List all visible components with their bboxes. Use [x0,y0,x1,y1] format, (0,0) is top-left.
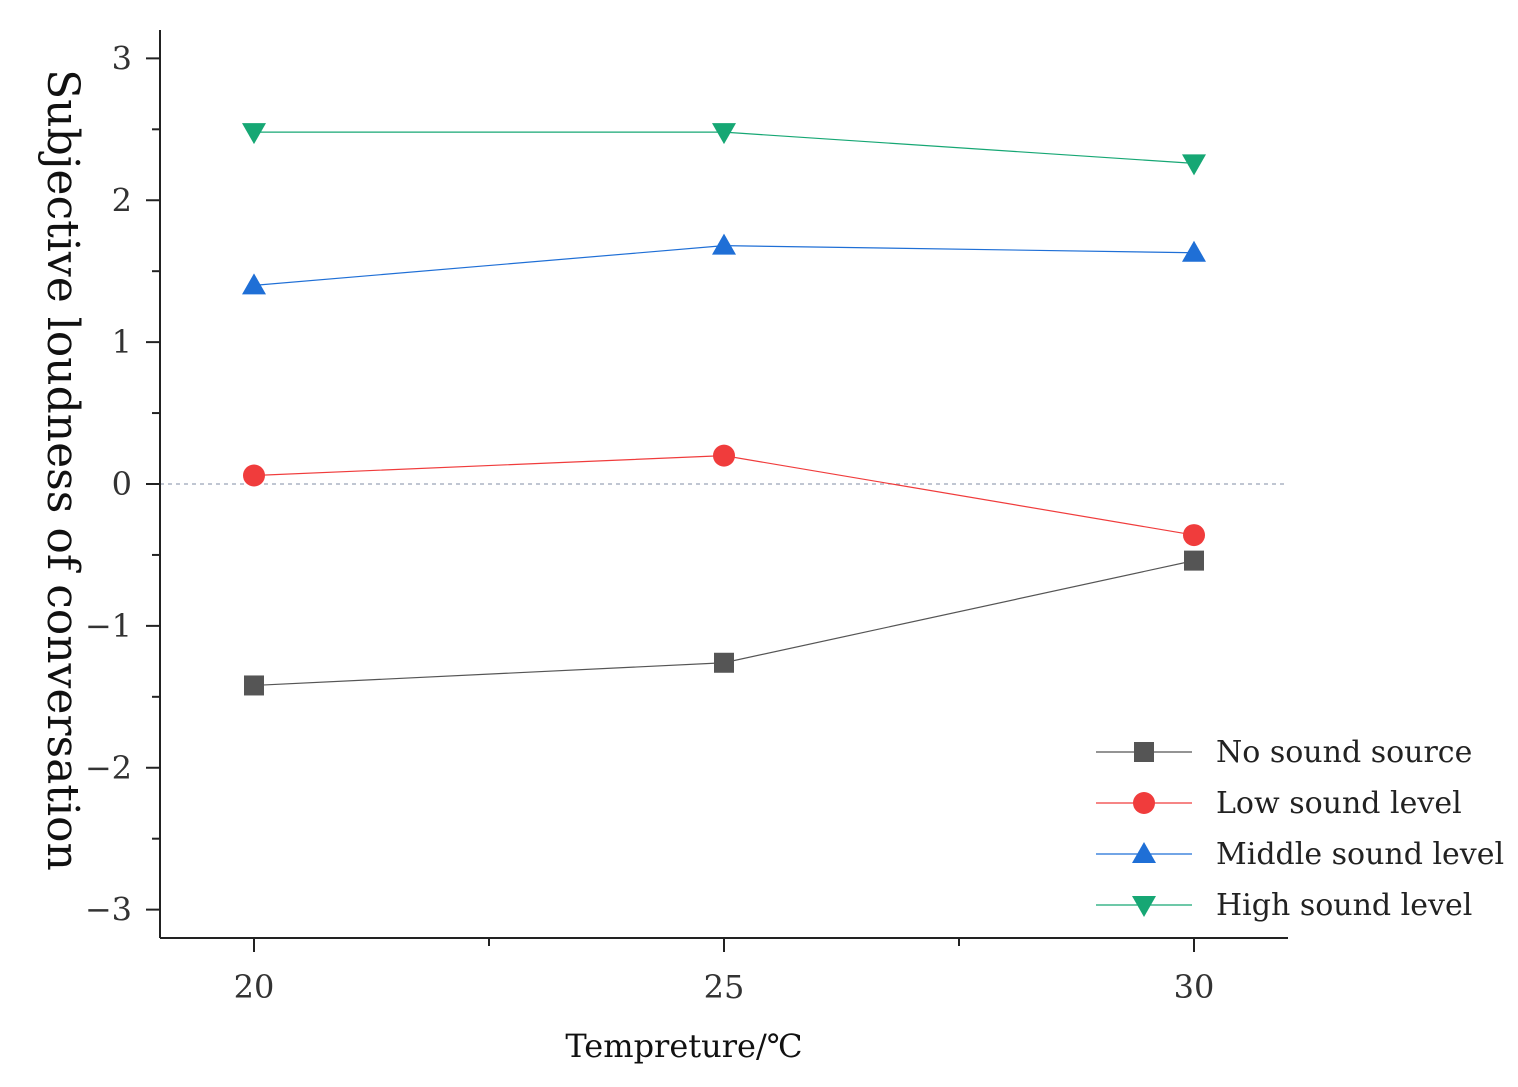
y-tick-label: 1 [112,323,132,361]
y-tick-label: −1 [85,607,132,645]
data-point [242,273,266,295]
y-tick-label: 0 [112,465,132,503]
data-point [712,123,736,145]
legend-label: High sound level [1216,888,1472,923]
y-tick-label: 3 [112,39,132,77]
data-point [713,444,735,467]
legend-item: Low sound level [1096,786,1462,821]
series-high-sound-level [242,123,1206,176]
legend-label: No sound source [1216,735,1472,770]
legend-item: Middle sound level [1096,837,1504,872]
legend-label: Middle sound level [1216,837,1504,872]
data-point [712,233,736,255]
data-point [714,652,734,673]
legend-marker [1134,742,1154,762]
x-tick-label: 25 [704,968,745,1006]
legend-item: High sound level [1096,888,1472,923]
data-point [1182,154,1206,176]
data-point [243,464,265,487]
x-tick-label: 20 [234,968,275,1006]
data-point [1184,550,1204,571]
legend-marker [1132,842,1156,863]
legend-marker [1132,896,1156,917]
series [242,123,1206,696]
series-low-sound-level [243,444,1205,547]
data-point [1182,240,1206,262]
data-point [242,123,266,145]
series-middle-sound-level [242,233,1206,295]
legend-label: Low sound level [1216,786,1462,821]
y-axis-title: Subjective loudness of conversation [37,69,88,871]
series-no-sound-source [244,550,1204,696]
legend-item: No sound source [1096,735,1472,770]
ticks: −3 −2 −1 0 1 2 3 20 25 30 [85,39,1215,1006]
x-tick-label: 30 [1174,968,1215,1006]
y-tick-label: −2 [85,749,132,787]
data-point [1183,524,1205,547]
y-tick-label: 2 [112,181,132,219]
x-axis-title: Tempreture∕℃ [565,1027,802,1065]
series-line [253,455,1195,536]
legend-marker [1133,792,1155,814]
legend: No sound source Low sound level Middle sou… [1096,735,1504,923]
y-tick-label: −3 [85,891,132,929]
data-point [244,675,264,696]
